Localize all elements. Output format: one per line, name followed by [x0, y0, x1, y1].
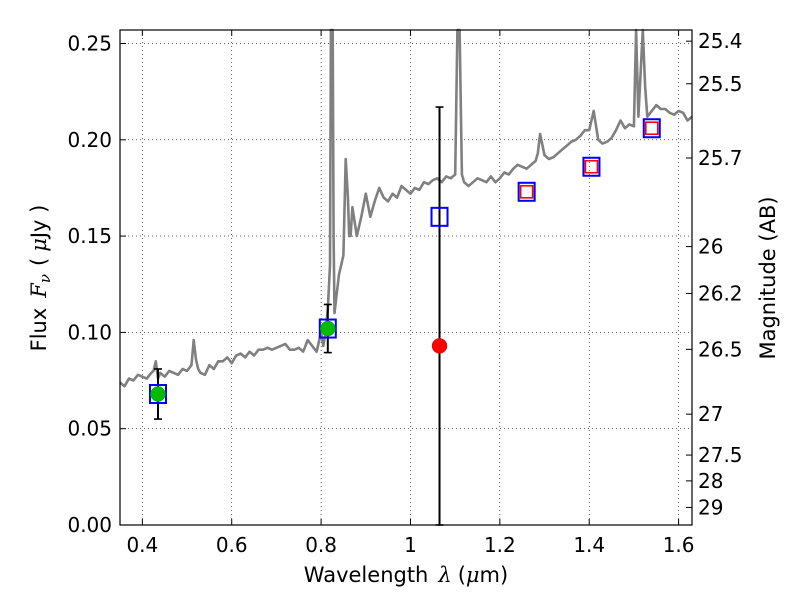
x-tick-label: 1.6 [663, 533, 695, 557]
mag-tick-label: 26.2 [698, 281, 743, 305]
y-tick-label: 0.05 [67, 417, 112, 441]
y-tick-label: 0.00 [67, 513, 112, 537]
x-tick-label: 0.6 [216, 533, 248, 557]
mag-tick-label: 25.4 [698, 29, 743, 53]
mag-tick-label: 27 [698, 402, 723, 426]
model-square-marker [517, 181, 536, 202]
mag-tick-label: 25.7 [698, 146, 743, 170]
magnitude-axis-label: Magnitude (AB) [756, 196, 780, 359]
x-tick-label: 1.2 [484, 533, 516, 557]
axis-ticks: 0.4 0.6 0.8 1 1.2 1.4 1.6 0.00 0.05 0.10 0.15 0.20 0… [67, 29, 742, 557]
model-square-marker [582, 156, 601, 177]
model-square-marker [430, 206, 449, 227]
mag-tick-label: 27.5 [698, 443, 743, 467]
y-tick-label: 0.25 [67, 31, 112, 55]
y-tick-label: 0.10 [67, 320, 112, 344]
mag-tick-label: 29 [698, 495, 723, 519]
detection-circle-marker [320, 320, 336, 337]
model-square-marker [318, 318, 337, 339]
model-square-marker [642, 118, 661, 139]
x-tick-label: 1 [404, 533, 417, 557]
observed-square-marker [644, 121, 659, 136]
spectrum-line [119, 28, 693, 388]
observed-square-marker [584, 159, 599, 174]
nondetection-circle-marker [431, 338, 448, 354]
x-tick-label: 0.8 [305, 533, 337, 557]
plot-frame [119, 29, 693, 526]
y-tick-label: 0.15 [67, 224, 112, 248]
detection-circle-marker [150, 386, 166, 402]
model-square-marker [148, 384, 167, 405]
y-axis-label: FluxFν(μJy ) [27, 205, 54, 352]
markers [148, 106, 661, 526]
x-tick-label: 1.4 [573, 533, 605, 557]
mag-tick-label: 26 [698, 235, 723, 259]
mag-tick-label: 28 [698, 469, 723, 493]
observed-square-marker [519, 184, 534, 199]
mag-tick-label: 26.5 [698, 337, 743, 361]
x-axis-label: Wavelength λ (μm) [304, 563, 508, 587]
spectrum-series [119, 28, 693, 388]
mag-tick-label: 25.5 [698, 72, 743, 96]
x-tick-label: 0.4 [126, 533, 158, 557]
y-tick-label: 0.20 [67, 128, 112, 152]
